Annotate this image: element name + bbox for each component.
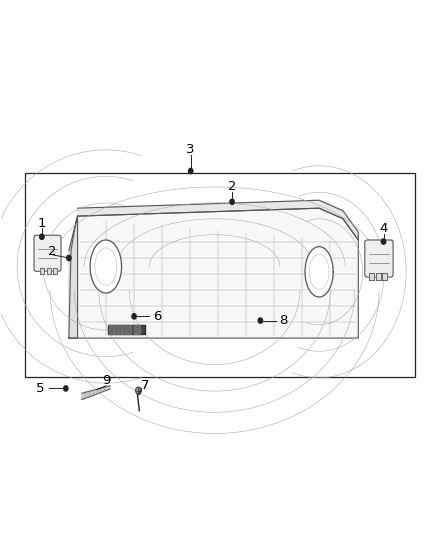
Text: 3: 3 — [187, 143, 195, 156]
Circle shape — [135, 387, 141, 394]
FancyBboxPatch shape — [365, 240, 393, 277]
Polygon shape — [69, 216, 78, 338]
Text: 4: 4 — [379, 222, 388, 235]
Circle shape — [64, 386, 68, 391]
Polygon shape — [109, 325, 115, 334]
Polygon shape — [82, 386, 110, 400]
Polygon shape — [78, 200, 358, 240]
Circle shape — [67, 255, 71, 261]
Text: 6: 6 — [153, 310, 161, 323]
Circle shape — [258, 318, 262, 323]
Text: 5: 5 — [35, 382, 44, 395]
Circle shape — [40, 234, 44, 239]
Polygon shape — [382, 273, 388, 280]
Bar — [25, 173, 415, 377]
Polygon shape — [53, 268, 57, 274]
Circle shape — [188, 168, 193, 174]
Circle shape — [132, 314, 136, 319]
Polygon shape — [47, 268, 51, 274]
Polygon shape — [40, 268, 44, 274]
Circle shape — [381, 239, 386, 244]
Polygon shape — [134, 325, 140, 334]
Polygon shape — [90, 240, 122, 293]
Text: 2: 2 — [49, 245, 57, 258]
Polygon shape — [305, 247, 333, 297]
Polygon shape — [369, 273, 374, 280]
Text: 2: 2 — [228, 181, 237, 193]
Polygon shape — [376, 273, 381, 280]
Circle shape — [230, 199, 234, 205]
Text: 1: 1 — [38, 216, 46, 230]
Text: 7: 7 — [141, 379, 149, 392]
Text: 9: 9 — [102, 374, 110, 387]
Polygon shape — [108, 325, 145, 334]
Polygon shape — [117, 325, 123, 334]
Polygon shape — [69, 208, 358, 338]
Text: 8: 8 — [279, 314, 287, 327]
FancyBboxPatch shape — [34, 235, 61, 271]
Polygon shape — [125, 325, 131, 334]
